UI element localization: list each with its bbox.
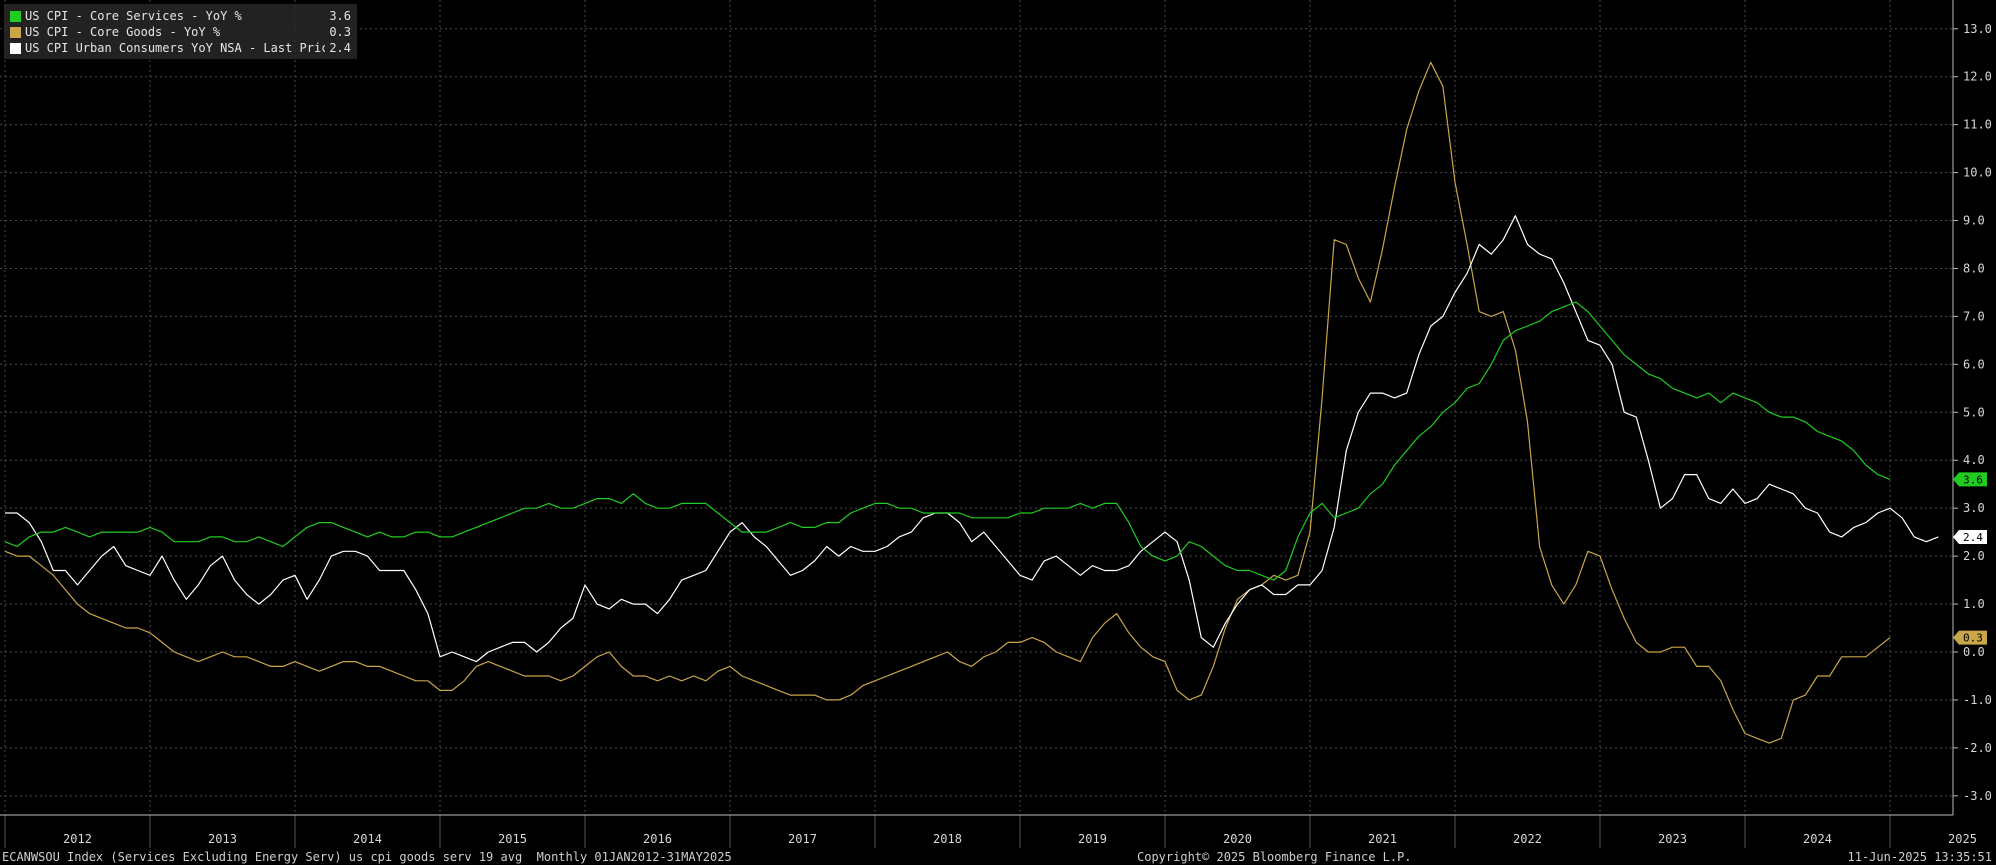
- x-tick-label: 2017: [788, 832, 817, 846]
- x-tick-label: 2018: [933, 832, 962, 846]
- x-tick-label: 2014: [353, 832, 382, 846]
- legend-swatch-headline-cpi: [10, 42, 21, 54]
- last-value-tag-bg: [1953, 630, 1987, 645]
- x-tick-label: 2012: [63, 832, 92, 846]
- last-value-label: 2.4: [1963, 531, 1983, 544]
- x-tick-label: 2016: [643, 832, 672, 846]
- legend-item-headline-cpi: US CPI Urban Consumers YoY NSA - Last Pr…: [10, 40, 351, 56]
- last-value-label: 0.3: [1963, 632, 1983, 645]
- x-tick-label: 2020: [1223, 832, 1252, 846]
- y-tick-label: 5.0: [1963, 405, 1985, 419]
- y-tick-label: -3.0: [1963, 789, 1992, 803]
- y-tick-label: 12.0: [1963, 70, 1992, 84]
- legend-item-core-services: US CPI - Core Services - YoY % 3.6: [10, 8, 351, 24]
- footer-security-description: ECANWSOU Index (Services Excluding Energ…: [2, 850, 732, 864]
- footer-timestamp: 11-Jun-2025 13:35:51: [1847, 850, 1993, 864]
- series-line-2: [5, 215, 1939, 663]
- legend-value-core-services: 3.6: [329, 9, 351, 23]
- y-tick-label: 1.0: [1963, 597, 1985, 611]
- footer-copyright: Copyright© 2025 Bloomberg Finance L.P.: [1137, 850, 1412, 864]
- x-tick-label: 2025: [1948, 832, 1977, 846]
- y-tick-label: 2.0: [1963, 549, 1985, 563]
- y-tick-label: 7.0: [1963, 309, 1985, 323]
- y-tick-label: 3.0: [1963, 501, 1985, 515]
- y-tick-label: 4.0: [1963, 453, 1985, 467]
- legend-label-core-services: US CPI - Core Services - YoY %: [25, 9, 242, 23]
- series-line-1: [4, 61, 1891, 744]
- x-tick-label: 2013: [208, 832, 237, 846]
- legend-swatch-core-services: [10, 10, 21, 22]
- y-tick-label: 8.0: [1963, 261, 1985, 275]
- y-tick-label: 9.0: [1963, 214, 1985, 228]
- x-tick-label: 2015: [498, 832, 527, 846]
- legend-item-core-goods: US CPI - Core Goods - YoY % 0.3: [10, 24, 351, 40]
- legend-swatch-core-goods: [10, 26, 21, 38]
- y-tick-label: -2.0: [1963, 741, 1992, 755]
- last-value-tag-bg: [1953, 472, 1987, 487]
- last-value-tag-2: 2.4: [1953, 529, 1987, 544]
- y-tick-label: -1.0: [1963, 693, 1992, 707]
- x-tick-label: 2022: [1513, 832, 1542, 846]
- y-tick-label: 6.0: [1963, 357, 1985, 371]
- y-tick-label: 0.0: [1963, 645, 1985, 659]
- x-tick-label: 2023: [1658, 832, 1687, 846]
- x-tick-label: 2021: [1368, 832, 1397, 846]
- x-tick-label: 2024: [1803, 832, 1832, 846]
- y-tick-label: 13.0: [1963, 22, 1992, 36]
- last-value-tag-0: 3.6: [1953, 472, 1987, 487]
- legend-value-core-goods: 0.3: [329, 25, 351, 39]
- y-tick-label: 11.0: [1963, 118, 1992, 132]
- last-value-label: 3.6: [1963, 473, 1983, 486]
- last-value-tag-bg: [1953, 529, 1987, 544]
- legend-label-core-goods: US CPI - Core Goods - YoY %: [25, 25, 221, 39]
- legend-label-headline-cpi: US CPI Urban Consumers YoY NSA - Last Pr…: [25, 41, 325, 55]
- last-value-tag-1: 0.3: [1953, 630, 1987, 645]
- legend: US CPI - Core Services - YoY % 3.6 US CP…: [4, 4, 357, 59]
- x-tick-label: 2019: [1078, 832, 1107, 846]
- y-tick-label: 10.0: [1963, 166, 1992, 180]
- legend-value-headline-cpi: 2.4: [329, 41, 351, 55]
- series-line-0: [4, 301, 1891, 581]
